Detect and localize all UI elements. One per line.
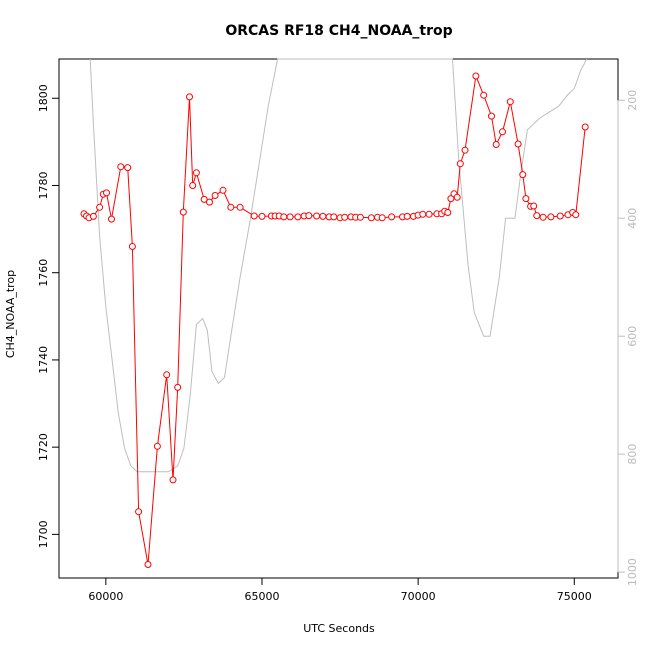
data-point — [153, 442, 161, 450]
data-point — [506, 98, 514, 106]
data-point — [174, 383, 182, 391]
secondary-y-axis: 200 400 600 800 1000 — [617, 90, 639, 586]
secondary-y-tick-label: 800 — [626, 444, 639, 465]
data-point — [135, 508, 143, 516]
data-point — [117, 163, 125, 171]
data-point — [280, 213, 288, 221]
data-point — [206, 198, 213, 206]
data-point — [286, 213, 294, 221]
data-point — [519, 171, 527, 179]
data-point — [186, 93, 193, 101]
secondary-y-tick-label: 1000 — [626, 558, 639, 586]
data-point — [492, 141, 500, 148]
data-point — [447, 195, 455, 203]
data-point — [305, 212, 313, 220]
data-point — [378, 214, 386, 222]
data-point — [388, 213, 396, 221]
secondary-series-layer — [89, 58, 588, 473]
plot-frame — [58, 58, 619, 579]
x-tick-label: 75000 — [557, 590, 592, 603]
x-tick-label: 60000 — [88, 590, 123, 603]
data-point — [200, 195, 208, 203]
chart-title: ORCAS RF18 CH4_NOAA_trop — [225, 23, 452, 39]
data-point — [250, 212, 258, 220]
data-point — [103, 189, 110, 197]
data-point — [499, 128, 506, 136]
data-point — [488, 112, 495, 120]
y-axis: 1700 1720 1740 1760 1780 1800 — [37, 84, 59, 548]
data-point — [163, 371, 171, 379]
data-point — [189, 182, 197, 189]
data-point — [522, 195, 530, 203]
x-axis-label: UTC Seconds — [303, 622, 375, 635]
data-point — [480, 91, 488, 99]
data-point — [533, 212, 541, 220]
y-axis-label: CH4_NOAA_trop — [4, 270, 17, 358]
data-point — [341, 213, 349, 221]
data-point — [128, 243, 136, 250]
data-point — [444, 209, 452, 216]
x-tick-label: 70000 — [401, 590, 436, 603]
data-point — [227, 203, 235, 211]
data-point — [425, 210, 433, 218]
data-point — [472, 72, 480, 80]
data-point — [124, 164, 132, 172]
y-tick-label: 1700 — [37, 520, 50, 548]
data-point — [356, 213, 364, 221]
data-point — [236, 203, 244, 211]
data-point — [313, 212, 321, 220]
data-point — [96, 203, 104, 211]
secondary-y-tick-label: 200 — [626, 90, 639, 111]
data-point — [367, 214, 375, 222]
data-point — [514, 140, 522, 148]
series-line — [83, 74, 586, 565]
data-point — [539, 213, 547, 221]
x-tick-label: 65000 — [244, 590, 279, 603]
data-point — [192, 169, 200, 177]
data-point — [556, 212, 564, 220]
data-point — [456, 160, 464, 168]
data-point — [294, 213, 302, 221]
y-tick-label: 1760 — [37, 259, 50, 287]
data-point — [572, 211, 580, 219]
data-point — [330, 213, 338, 221]
data-point — [419, 210, 427, 218]
secondary-series-line — [89, 58, 588, 473]
data-point — [89, 212, 97, 220]
y-tick-label: 1720 — [37, 433, 50, 461]
data-point — [211, 192, 219, 199]
secondary-y-tick-label: 600 — [626, 326, 639, 347]
data-point — [461, 146, 469, 154]
data-point — [453, 193, 461, 201]
y-tick-label: 1740 — [37, 346, 50, 374]
series-layer — [80, 72, 589, 568]
data-point — [169, 476, 177, 484]
data-point — [144, 561, 152, 568]
secondary-y-tick-label: 400 — [626, 208, 639, 229]
data-point — [179, 208, 187, 216]
data-point — [108, 215, 115, 223]
data-point — [581, 123, 589, 131]
data-point — [219, 186, 227, 194]
data-point — [258, 212, 266, 220]
y-tick-label: 1800 — [37, 84, 50, 112]
data-point — [319, 212, 327, 220]
x-axis: 60000 65000 70000 75000 — [88, 577, 592, 603]
data-point — [403, 212, 411, 220]
y-tick-label: 1780 — [37, 171, 50, 199]
data-point — [547, 213, 555, 221]
data-point — [530, 202, 538, 210]
